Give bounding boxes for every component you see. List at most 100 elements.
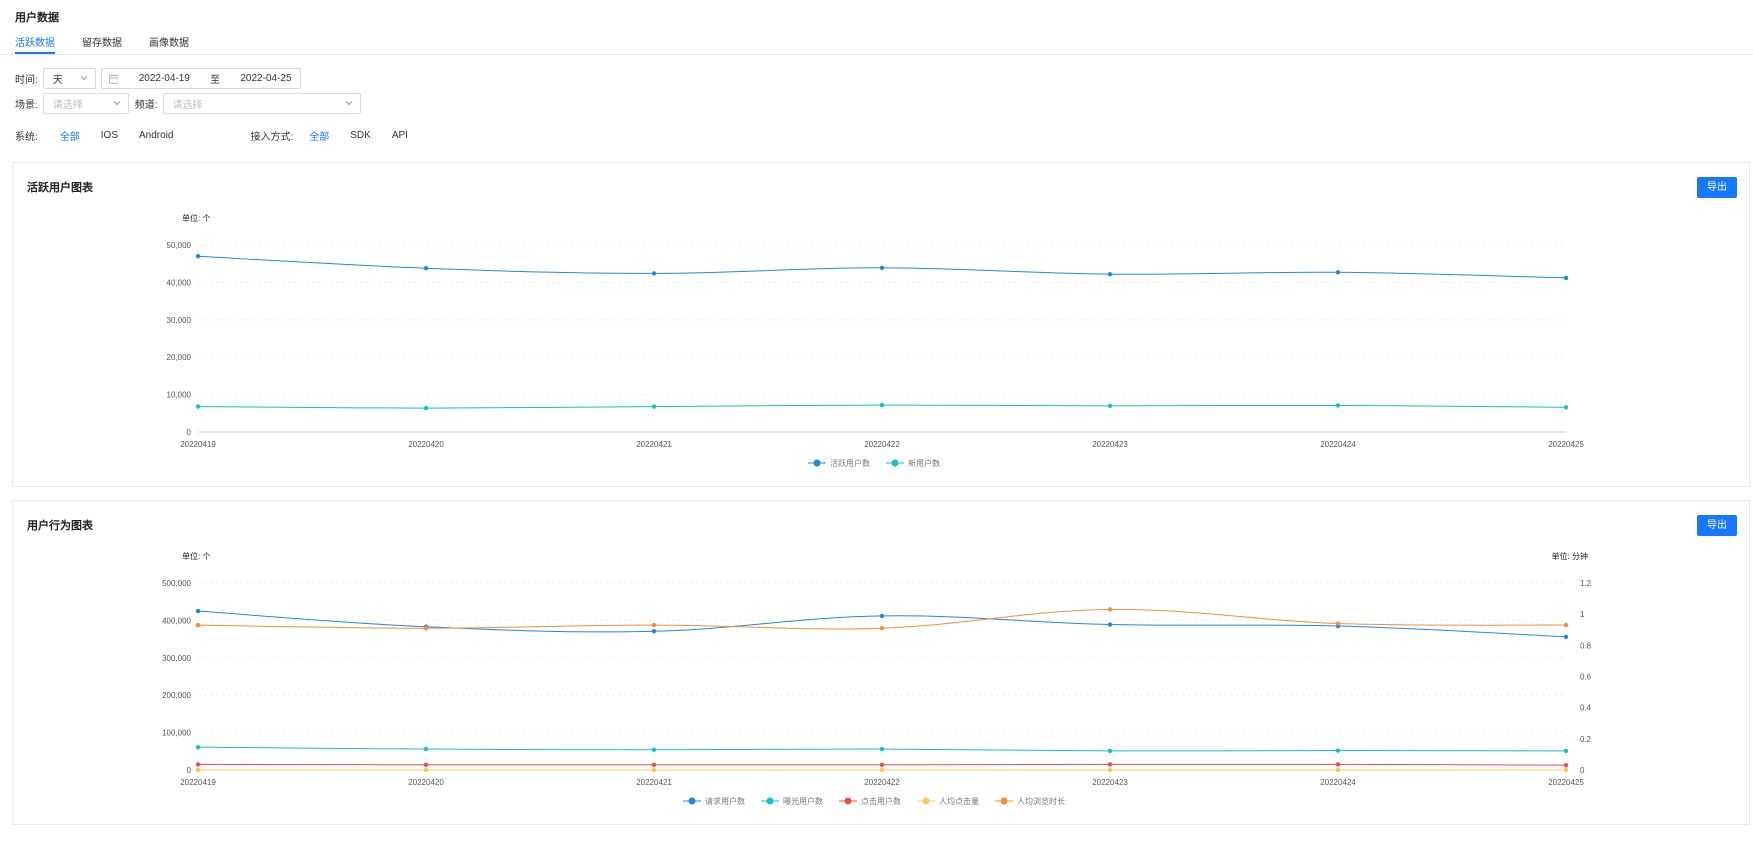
legend-label: 活跃用户数 (830, 458, 870, 468)
user-behavior-chart-title: 用户行为图表 (27, 520, 93, 532)
data-point (1563, 748, 1569, 754)
y-tick-label: 50,000 (167, 241, 192, 250)
data-point (195, 762, 201, 767)
y-tick-label: 0 (187, 766, 192, 775)
user-behavior-chart-card: 用户行为图表 导出 单位: 个 单位: 分钟 0 100,000 200,000 300,… (12, 500, 1750, 825)
data-point (423, 625, 429, 631)
legend-label: 人均点击量 (939, 796, 979, 806)
access-label: 接入方式: (250, 132, 294, 143)
scene-placeholder: 请选择 (52, 100, 83, 111)
page-header: 用户数据 活跃数据 留存数据 画像数据 (0, 0, 1753, 55)
chevron-down-icon (113, 101, 121, 106)
data-point (879, 762, 885, 767)
data-point (1563, 762, 1569, 768)
channel-select[interactable]: 请选择 (162, 93, 361, 114)
data-point (1563, 622, 1569, 628)
data-point (423, 762, 429, 767)
time-filter-row: 时间: 天 2022-04-19 至 2022-04-25 (15, 68, 301, 89)
system-option-all[interactable]: 全部 (59, 132, 80, 143)
access-option-all[interactable]: 全部 (309, 132, 330, 143)
y-tick-label: 0 (187, 428, 192, 437)
calendar-icon (108, 73, 119, 84)
x-tick-label: 20220424 (1320, 778, 1356, 787)
y-axis-unit-label: 单位: 个 (182, 551, 210, 561)
x-tick-label: 20220424 (1320, 440, 1356, 449)
data-point (423, 405, 429, 411)
tab-profile-data[interactable]: 画像数据 (149, 38, 189, 49)
legend-marker (766, 797, 774, 805)
y-tick-label: 200,000 (162, 691, 191, 700)
data-point (651, 622, 657, 628)
y2-tick-label: 1.2 (1580, 579, 1592, 588)
date-range-picker[interactable]: 2022-04-19 至 2022-04-25 (100, 68, 301, 89)
date-start-input[interactable]: 2022-04-19 (138, 73, 190, 84)
access-option-sdk[interactable]: SDK (350, 130, 371, 141)
time-unit-select[interactable]: 天 (42, 68, 96, 89)
time-label: 时间: (15, 75, 38, 86)
data-point (195, 608, 201, 614)
legend-label: 人均浏览时长 (1017, 796, 1065, 806)
data-point (195, 404, 201, 409)
data-point (195, 767, 201, 773)
data-point (195, 254, 201, 259)
tab-retention-data[interactable]: 留存数据 (82, 38, 122, 49)
y-tick-label: 300,000 (162, 654, 191, 663)
data-point (651, 629, 657, 634)
data-point (1107, 622, 1113, 627)
system-option-android[interactable]: Android (139, 130, 174, 141)
legend-marker (891, 459, 899, 467)
access-option-api[interactable]: API (391, 130, 408, 141)
legend-label: 点击用户数 (861, 796, 901, 806)
date-separator: 至 (210, 75, 221, 86)
data-point (1335, 270, 1341, 275)
user-behavior-chart: 单位: 个 单位: 分钟 0 100,000 200,000 300,000 400,000… (162, 551, 1592, 806)
y-tick-label: 10,000 (167, 391, 192, 400)
tab-active-data[interactable]: 活跃数据 (15, 34, 55, 54)
chevron-down-icon (345, 101, 352, 106)
y2-tick-label: 0.6 (1580, 673, 1592, 682)
y-tick-label: 500,000 (162, 579, 191, 588)
legend-marker (688, 797, 696, 805)
x-tick-label: 20220421 (636, 778, 672, 787)
x-tick-label: 20220422 (864, 778, 900, 787)
system-option-ios[interactable]: IOS (100, 130, 119, 141)
data-point (1563, 634, 1569, 640)
scene-select[interactable]: 请选择 (42, 93, 129, 114)
data-point (1335, 767, 1341, 773)
x-tick-label: 20220423 (1092, 440, 1128, 449)
active-users-chart: 单位: 个 0 10,000 20,000 30,000 40,000 50,000 2022… (167, 213, 1585, 468)
data-point (1335, 762, 1341, 767)
y-tick-label: 20,000 (167, 353, 192, 362)
system-label: 系统: (15, 132, 38, 143)
x-tick-label: 20220425 (1548, 778, 1584, 787)
data-point (1335, 621, 1341, 626)
y-tick-label: 30,000 (167, 316, 192, 325)
data-point (1335, 403, 1341, 408)
legend-label: 新用户数 (908, 458, 940, 468)
y2-tick-label: 0 (1580, 766, 1585, 775)
legend-marker (844, 797, 852, 805)
data-point (423, 746, 429, 752)
export-button[interactable]: 导出 (1697, 515, 1737, 536)
data-point (879, 265, 885, 271)
data-point (879, 625, 885, 631)
x-tick-label: 20220423 (1092, 778, 1128, 787)
data-point (879, 613, 885, 619)
data-point (651, 762, 657, 767)
date-end-input[interactable]: 2022-04-25 (240, 73, 292, 84)
active-users-chart-title: 活跃用户图表 (27, 182, 93, 194)
channel-placeholder: 请选择 (172, 100, 203, 111)
x-tick-label: 20220425 (1548, 440, 1584, 449)
active-users-chart-card: 活跃用户图表 导出 单位: 个 0 10,000 20,000 30,000 40,000… (12, 162, 1750, 487)
data-point (423, 767, 429, 773)
data-point (423, 265, 429, 271)
scene-filter-row: 场景: 请选择 频道: 请选择 (15, 93, 361, 114)
data-point (1107, 748, 1113, 754)
x-tick-label: 20220419 (180, 778, 216, 787)
data-point (651, 404, 657, 409)
data-point (195, 744, 201, 750)
data-point (1107, 403, 1113, 409)
export-button[interactable]: 导出 (1697, 177, 1737, 198)
data-point (1563, 767, 1569, 773)
data-point (1107, 767, 1113, 773)
